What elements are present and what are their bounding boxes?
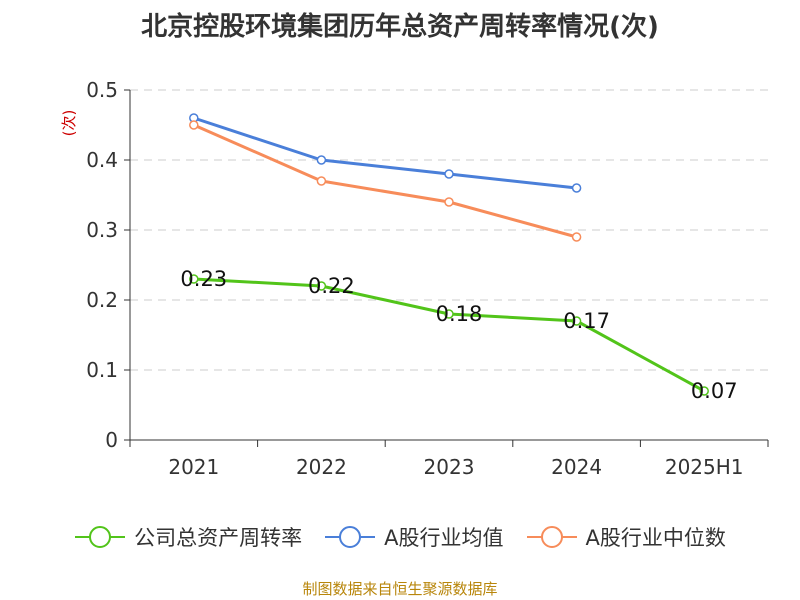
- y-tick-label: 0.1: [86, 358, 118, 382]
- legend-label: 公司总资产周转率: [134, 526, 303, 550]
- data-label: 0.23: [180, 267, 227, 291]
- series-point-2: [316, 176, 327, 186]
- legend-item-0[interactable]: 公司总资产周转率: [74, 522, 302, 552]
- chart-legend: 公司总资产周转率 A股行业均值 A股行业中位数: [0, 522, 800, 552]
- x-tick-label: 2022: [296, 455, 347, 479]
- x-tick-label: 2025H1: [665, 455, 744, 479]
- legend-label: A股行业中位数: [585, 526, 726, 550]
- series-point-1: [444, 169, 454, 179]
- legend-swatch-icon: [526, 526, 577, 548]
- series-point-0: [699, 386, 709, 396]
- series-point-1: [316, 155, 327, 165]
- y-tick-label: 0: [105, 428, 118, 452]
- series-line-1: [193, 116, 577, 190]
- y-tick-label: 0.3: [86, 218, 118, 242]
- y-tick-label: 0.2: [86, 288, 118, 312]
- series-point-2: [444, 197, 454, 207]
- x-tick-label: 2023: [424, 455, 475, 479]
- legend-item-1[interactable]: A股行业均值: [324, 522, 504, 552]
- legend-swatch-icon: [325, 526, 376, 548]
- series-point-0: [571, 316, 582, 326]
- legend-label: A股行业均值: [384, 526, 504, 550]
- series-line-2: [193, 123, 577, 239]
- x-tick-label: 2024: [551, 455, 602, 479]
- y-axis-label: (次): [60, 110, 78, 137]
- series-line-0: [193, 277, 705, 393]
- chart-title: 北京控股环境集团历年总资产周转率情况(次): [141, 12, 659, 42]
- series-point-2: [189, 120, 199, 130]
- series-point-2: [571, 232, 582, 242]
- series-point-0: [189, 274, 199, 284]
- legend-item-2[interactable]: A股行业中位数: [526, 522, 726, 552]
- series-point-0: [316, 281, 327, 291]
- source-note: 制图数据来自恒生聚源数据库: [302, 580, 498, 598]
- y-tick-label: 0.4: [86, 148, 118, 172]
- data-label: 0.17: [563, 309, 610, 333]
- data-label: 0.18: [436, 302, 483, 326]
- data-label: 0.07: [691, 379, 738, 403]
- series-point-1: [571, 183, 582, 193]
- y-tick-label: 0.5: [86, 78, 118, 102]
- series-point-0: [444, 309, 454, 319]
- legend-swatch-icon: [75, 526, 126, 548]
- data-label: 0.22: [308, 274, 355, 298]
- x-tick-label: 2021: [168, 455, 219, 479]
